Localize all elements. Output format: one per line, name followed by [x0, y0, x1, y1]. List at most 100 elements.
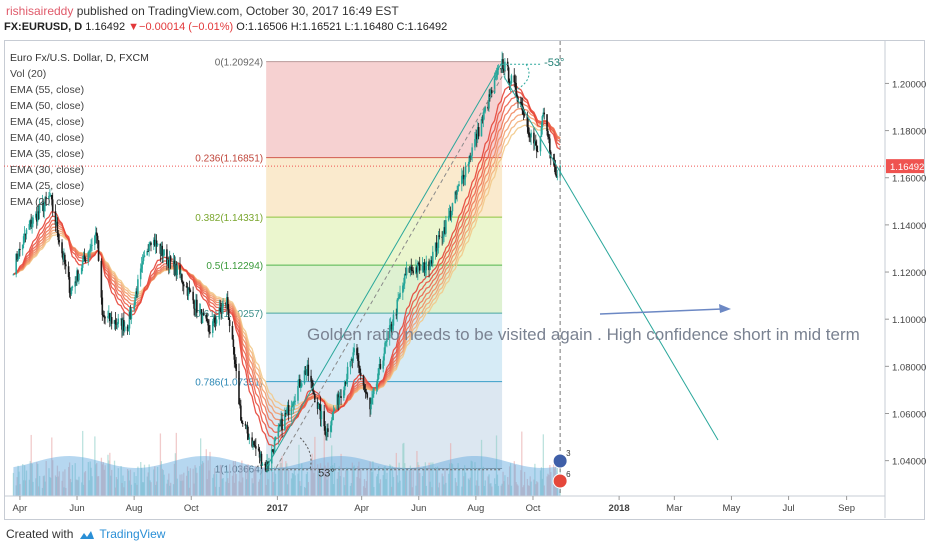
volume-bar: [115, 477, 118, 496]
candle-body: [310, 375, 312, 382]
candle-body: [141, 261, 144, 265]
legend-item[interactable]: EMA (50, close): [10, 100, 84, 112]
candle: [474, 131, 476, 151]
volume-bar: [359, 478, 361, 496]
legend-item[interactable]: EMA (35, close): [10, 148, 84, 160]
candle-body: [331, 412, 334, 421]
candle-body: [362, 375, 365, 386]
author-link[interactable]: rishisaireddy: [6, 4, 74, 18]
candle: [370, 397, 372, 415]
volume-bar: [399, 480, 401, 496]
candle-body: [160, 245, 163, 254]
candle-body: [329, 425, 332, 432]
candle: [417, 260, 419, 281]
volume-bar: [391, 486, 393, 496]
candle: [444, 220, 446, 235]
candle-body: [148, 243, 150, 252]
volume-bar: [357, 466, 359, 496]
volume-bar: [68, 466, 70, 496]
candle-body: [205, 315, 208, 319]
candle-body: [358, 365, 361, 373]
volume-bar: [134, 483, 136, 496]
candle: [198, 303, 201, 315]
candle: [130, 306, 133, 325]
candle: [61, 239, 63, 258]
candle-body: [461, 175, 463, 185]
candle-body: [508, 82, 511, 84]
event-markers[interactable]: 36: [552, 449, 571, 489]
volume-bar: [351, 462, 353, 496]
candle: [205, 313, 208, 322]
candle-body: [182, 284, 185, 287]
legend-item[interactable]: EMA (45, close): [10, 116, 84, 128]
candle: [318, 403, 321, 411]
candle: [108, 312, 111, 328]
tradingview-link[interactable]: TradingView: [99, 527, 166, 541]
flag-event-icon[interactable]: [552, 473, 568, 489]
volume-bar: [154, 466, 156, 496]
volume-bar: [491, 486, 493, 496]
candle: [327, 423, 329, 438]
candle-body: [470, 155, 472, 159]
candle-body: [556, 176, 559, 178]
volume-bar: [65, 487, 67, 496]
volume-bar: [391, 466, 394, 496]
candle-body: [542, 112, 545, 117]
volume-bar: [129, 469, 132, 496]
volume-bar: [127, 470, 130, 496]
legend-item[interactable]: EMA (30, close): [10, 164, 84, 176]
candle: [390, 321, 393, 335]
candle: [477, 122, 480, 140]
legend-item[interactable]: Vol (20): [10, 68, 46, 80]
candle: [141, 254, 144, 273]
volume-bar: [214, 486, 217, 496]
candle: [88, 250, 90, 258]
legend-item[interactable]: EMA (20, close): [10, 196, 84, 208]
candle: [397, 292, 399, 302]
volume-bar: [555, 484, 558, 496]
candle: [161, 241, 164, 264]
candle: [366, 391, 369, 400]
volume-bar: [332, 465, 334, 496]
candle-body: [185, 286, 188, 288]
event-icon[interactable]: [552, 453, 568, 469]
volume-bar: [330, 466, 332, 496]
candle-body: [458, 184, 460, 186]
candle-body: [76, 270, 78, 283]
legend-item[interactable]: EMA (25, close): [10, 180, 84, 192]
candle: [133, 301, 135, 313]
candle-body: [239, 404, 241, 406]
candle-body: [166, 249, 168, 264]
candle: [182, 281, 185, 295]
candle: [463, 175, 466, 186]
candle-body: [62, 253, 64, 260]
candle-body: [430, 260, 432, 267]
candle: [416, 265, 418, 278]
candle: [140, 256, 143, 273]
candle: [113, 319, 116, 330]
candle-body: [474, 139, 476, 148]
price-tick-label: 1.18000: [892, 127, 926, 138]
candle: [375, 380, 378, 395]
volume-bar: [458, 467, 460, 496]
volume-bar: [474, 462, 476, 496]
candle-body: [526, 115, 529, 128]
legend-item[interactable]: EMA (55, close): [10, 84, 84, 96]
candle: [325, 431, 327, 441]
volume-bar: [48, 468, 50, 496]
candle-body: [32, 217, 34, 224]
candle: [150, 241, 152, 252]
candle-body: [383, 353, 385, 361]
candle: [345, 373, 348, 385]
candle-body: [469, 156, 472, 159]
volume-bar: [84, 471, 87, 496]
candle-body: [410, 266, 413, 271]
volume-bar: [303, 486, 306, 496]
candle-body: [252, 441, 254, 447]
candle-body: [489, 94, 491, 98]
candle: [284, 407, 286, 432]
candle-body: [349, 361, 352, 367]
candle-body: [358, 360, 360, 366]
legend-item[interactable]: EMA (40, close): [10, 132, 84, 144]
